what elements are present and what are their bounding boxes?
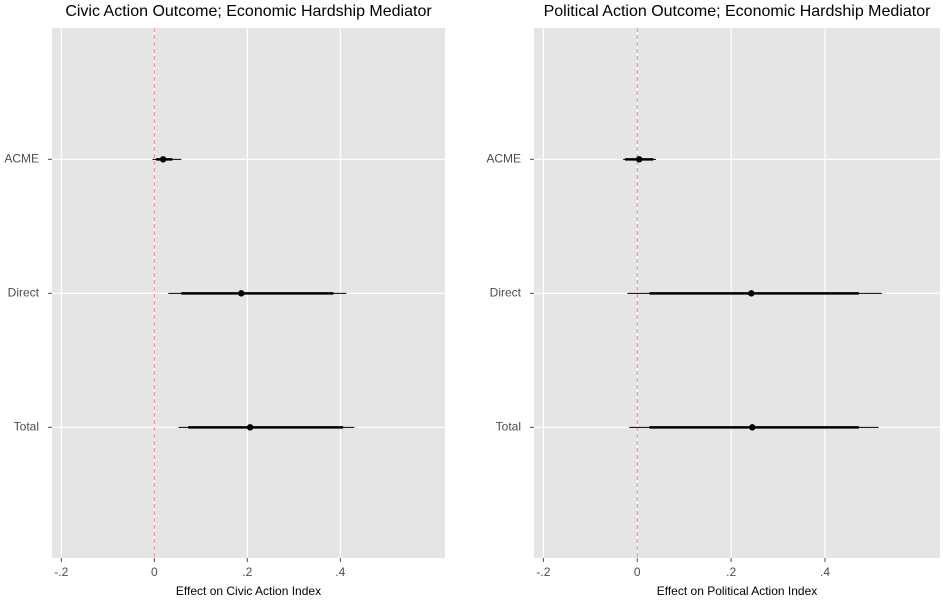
x-tick-label: .2	[242, 565, 252, 579]
y-tick-label: ACME	[4, 151, 39, 165]
chart-title: Civic Action Outcome; Economic Hardship …	[65, 3, 432, 20]
x-tick-label: .2	[726, 565, 736, 579]
point-estimate	[635, 156, 643, 163]
x-tick-label: .4	[335, 565, 345, 579]
x-axis-label: Effect on Political Action Index	[657, 584, 818, 598]
y-tick-label: Total	[496, 419, 521, 433]
y-tick-label: Direct	[490, 285, 522, 299]
y-tick-label: Total	[14, 419, 39, 433]
x-tick-label: -.2	[54, 565, 68, 579]
x-tick-label: .4	[820, 565, 830, 579]
x-axis-label: Effect on Civic Action Index	[176, 584, 321, 598]
chart-title: Political Action Outcome; Economic Hards…	[544, 3, 932, 20]
y-tick-label: ACME	[486, 151, 521, 165]
point-estimate	[238, 290, 245, 297]
point-estimate	[749, 424, 756, 431]
y-tick-label: Direct	[8, 285, 40, 299]
point-estimate	[159, 156, 167, 163]
point-estimate	[748, 290, 755, 297]
x-tick-label: -.2	[536, 565, 550, 579]
x-tick-label: 0	[151, 565, 158, 579]
x-tick-label: 0	[634, 565, 641, 579]
point-estimate	[246, 424, 254, 431]
